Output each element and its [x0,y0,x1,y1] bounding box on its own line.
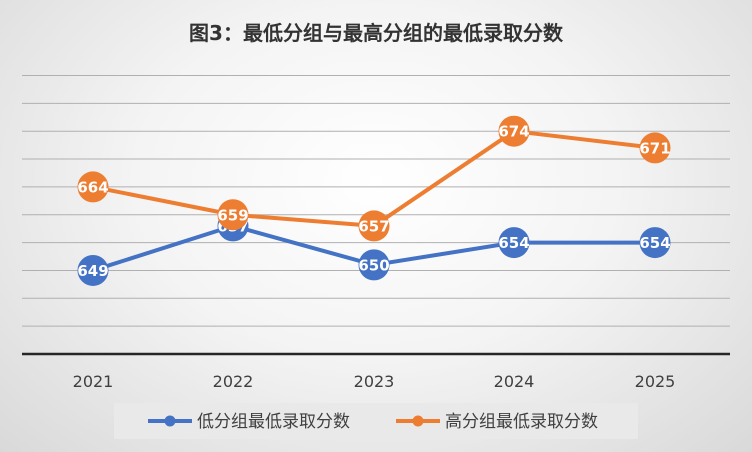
x-tick-label: 2021 [73,372,114,391]
data-markers: 649657650654654664659657674671 [77,115,671,286]
data-label: 657 [358,217,389,235]
x-axis: 2021 2022 2023 2024 2025 [22,352,730,391]
x-tick-label: 2024 [494,372,535,391]
gridlines [22,75,730,327]
legend-swatch-marker [412,415,424,427]
chart-title: 图3：最低分组与最高分组的最低录取分数 [189,21,564,45]
data-point [639,227,671,259]
x-tick-label: 2022 [213,372,254,391]
data-label: 674 [498,123,529,141]
data-point [639,132,671,164]
data-point [77,254,109,286]
legend-swatch-marker [164,415,176,427]
data-label: 654 [639,234,670,252]
data-point [358,210,390,242]
data-label: 649 [77,262,108,280]
legend-label: 高分组最低录取分数 [445,412,598,432]
legend-label: 低分组最低录取分数 [197,412,350,432]
legend: 低分组最低录取分数 高分组最低录取分数 [114,403,638,439]
data-label: 671 [639,139,670,157]
x-tick-label: 2025 [635,372,676,391]
data-point [498,227,530,259]
data-label: 650 [358,256,389,274]
data-point [77,171,109,203]
data-point [358,249,390,281]
legend-box [114,403,638,439]
data-label: 654 [498,234,529,252]
data-point [217,199,249,231]
data-point [498,115,530,147]
data-label: 664 [77,178,108,196]
x-tick-label: 2023 [354,372,395,391]
data-label: 659 [217,206,248,224]
